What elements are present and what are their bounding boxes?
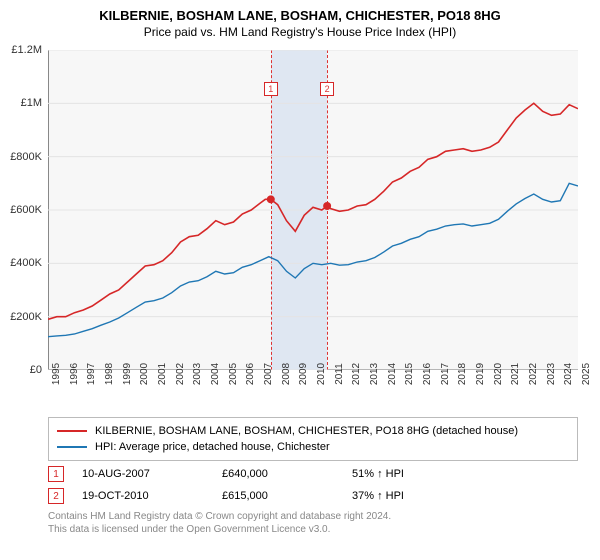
transaction-row: 1 10-AUG-2007 £640,000 51% ↑ HPI: [48, 463, 472, 485]
x-tick-label: 2015: [404, 363, 415, 385]
y-tick-label: £800K: [10, 151, 42, 163]
y-tick-label: £200K: [10, 311, 42, 323]
y-tick-label: £600K: [10, 204, 42, 216]
x-tick-label: 2019: [475, 363, 486, 385]
chart-marker-box: 2: [320, 82, 334, 96]
x-tick-label: 2003: [192, 363, 203, 385]
chart-title: KILBERNIE, BOSHAM LANE, BOSHAM, CHICHEST…: [0, 0, 600, 23]
x-tick-label: 2022: [528, 363, 539, 385]
x-tick-label: 2013: [369, 363, 380, 385]
legend-label: HPI: Average price, detached house, Chic…: [95, 441, 330, 453]
transaction-date: 10-AUG-2007: [82, 468, 222, 480]
x-tick-label: 2010: [316, 363, 327, 385]
x-tick-label: 2006: [245, 363, 256, 385]
x-tick-label: 2021: [510, 363, 521, 385]
x-tick-label: 1999: [122, 363, 133, 385]
x-tick-label: 2017: [440, 363, 451, 385]
chart-area: £0£200K£400K£600K£800K£1M£1.2M 199519961…: [48, 50, 578, 370]
x-tick-label: 1995: [51, 363, 62, 385]
x-tick-label: 1998: [104, 363, 115, 385]
x-tick-label: 2009: [298, 363, 309, 385]
x-tick-label: 1997: [86, 363, 97, 385]
legend-swatch: [57, 430, 87, 432]
marker-index: 2: [53, 491, 59, 502]
figure-root: KILBERNIE, BOSHAM LANE, BOSHAM, CHICHEST…: [0, 0, 600, 560]
legend: KILBERNIE, BOSHAM LANE, BOSHAM, CHICHEST…: [48, 417, 578, 461]
footer-line: Contains HM Land Registry data © Crown c…: [48, 510, 391, 523]
x-tick-label: 2004: [210, 363, 221, 385]
x-tick-label: 2016: [422, 363, 433, 385]
transaction-price: £615,000: [222, 490, 352, 502]
footer: Contains HM Land Registry data © Crown c…: [48, 510, 391, 536]
x-tick-label: 2012: [351, 363, 362, 385]
x-tick-label: 2025: [581, 363, 592, 385]
transaction-diff: 51% ↑ HPI: [352, 468, 472, 480]
transaction-date: 19-OCT-2010: [82, 490, 222, 502]
y-tick-label: £1.2M: [11, 44, 42, 56]
legend-swatch: [57, 446, 87, 448]
x-tick-label: 2001: [157, 363, 168, 385]
x-tick-label: 1996: [69, 363, 80, 385]
marker-index-box: 1: [48, 466, 64, 482]
footer-line: This data is licensed under the Open Gov…: [48, 523, 391, 536]
transaction-diff: 37% ↑ HPI: [352, 490, 472, 502]
legend-item: HPI: Average price, detached house, Chic…: [57, 439, 569, 455]
transaction-price: £640,000: [222, 468, 352, 480]
chart-marker-box: 1: [264, 82, 278, 96]
legend-label: KILBERNIE, BOSHAM LANE, BOSHAM, CHICHEST…: [95, 425, 518, 437]
transaction-row: 2 19-OCT-2010 £615,000 37% ↑ HPI: [48, 485, 472, 507]
y-tick-label: £0: [30, 364, 42, 376]
x-tick-label: 2014: [387, 363, 398, 385]
x-tick-label: 2020: [493, 363, 504, 385]
y-tick-label: £400K: [10, 257, 42, 269]
x-tick-label: 2018: [457, 363, 468, 385]
x-tick-label: 2002: [175, 363, 186, 385]
legend-item: KILBERNIE, BOSHAM LANE, BOSHAM, CHICHEST…: [57, 423, 569, 439]
transactions-table: 1 10-AUG-2007 £640,000 51% ↑ HPI 2 19-OC…: [48, 463, 472, 507]
y-tick-label: £1M: [21, 97, 42, 109]
marker-index: 1: [53, 469, 59, 480]
x-tick-label: 2023: [546, 363, 557, 385]
line-series: [48, 50, 578, 370]
marker-index-box: 2: [48, 488, 64, 504]
chart-subtitle: Price paid vs. HM Land Registry's House …: [0, 23, 600, 45]
x-tick-label: 2024: [563, 363, 574, 385]
x-tick-label: 2007: [263, 363, 274, 385]
x-tick-label: 2011: [334, 363, 345, 385]
x-tick-label: 2000: [139, 363, 150, 385]
x-tick-label: 2005: [228, 363, 239, 385]
x-tick-label: 2008: [281, 363, 292, 385]
